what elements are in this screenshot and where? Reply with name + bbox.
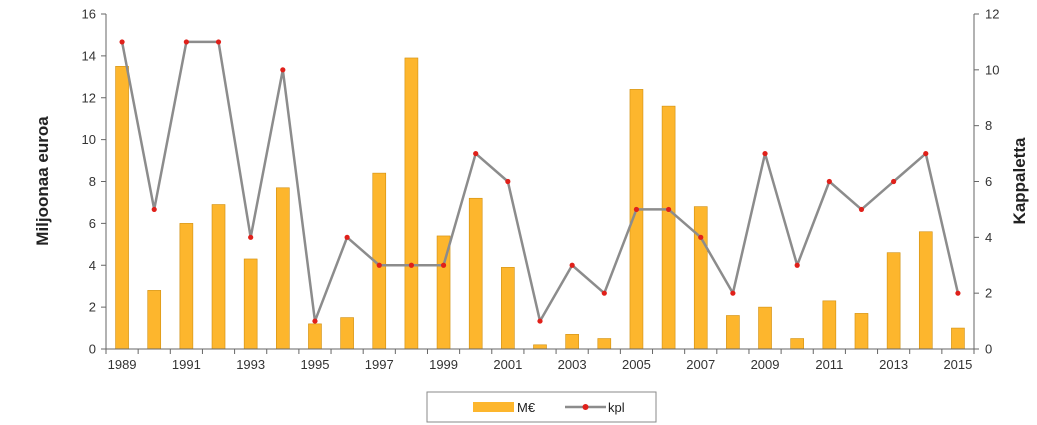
bar-2002 [533,344,547,350]
line-point-1999 [440,262,447,268]
line-point-2015 [955,290,961,296]
x-axis-ticks: 1989 1991 1993 1995 1997 1999 2001 2003 2005 2007… [105,349,975,372]
line-point-2004 [601,290,607,296]
bar-2015 [951,327,965,350]
line-point-1990 [151,206,157,213]
line-point-1993 [248,234,254,240]
bar-2012 [854,313,869,350]
legend: M€ kpl [426,391,657,423]
x-tick-label: 2011 [815,357,843,372]
line-point-2006 [665,206,672,213]
line-point-2010 [794,262,800,268]
y2-tick-label: 10 [985,62,999,77]
bar-2000 [468,197,483,350]
y-tick-label: 6 [89,216,96,231]
x-tick-label: 2009 [751,357,780,372]
bar-2004 [597,338,612,350]
x-tick-label: 2015 [943,357,972,372]
bar-2013 [886,252,901,350]
line-point-2013 [891,178,897,185]
x-tick-label: 2007 [686,357,715,372]
bar-2001 [501,267,515,350]
line-point-1997 [376,262,382,268]
y-axis-title: Miljoonaa euroa [33,116,52,246]
bar-1998 [404,57,419,350]
legend-label-kpl: kpl [608,400,625,415]
bar-1995 [308,323,322,350]
x-tick-label: 1997 [365,357,394,372]
x-tick-label: 1993 [236,357,265,372]
x-tick-label: 1991 [172,357,201,372]
line-point-1994 [280,67,286,73]
legend-label-meur: M€ [517,400,536,415]
x-tick-label: 2013 [879,357,908,372]
line-series-kpl [119,39,961,324]
bar-1992 [211,204,226,350]
y2-tick-label: 0 [985,342,992,357]
y-tick-label: 16 [82,7,96,22]
line-point-1989 [119,39,125,45]
line-point-2011 [826,178,832,185]
line-point-2012 [858,206,865,213]
line-point-2000 [473,150,479,157]
line-point-1995 [312,318,318,324]
y-tick-label: 0 [89,342,96,357]
bar-1991 [179,223,194,350]
y-tick-label: 2 [89,300,96,315]
legend-box [426,391,657,423]
bar-2014 [918,231,933,350]
line-point-2009 [762,150,768,157]
line-point-1992 [215,39,222,45]
y2-tick-label: 2 [985,286,992,301]
line-point-1998 [408,262,415,268]
bar-2006 [661,105,676,350]
line-point-2008 [730,290,736,296]
x-tick-label: 2005 [622,357,651,372]
bar-2011 [822,300,837,350]
y-tick-label: 4 [89,258,96,273]
line-point-2005 [633,206,640,213]
bar-2003 [565,334,579,350]
bar-1996 [340,317,354,350]
line-point-2003 [569,262,575,268]
bar-1989 [115,66,129,350]
right-axis-ticks: 0 2 4 6 8 10 12 [974,7,999,357]
y2-tick-label: 6 [985,174,992,189]
line-point-1996 [344,234,350,240]
x-tick-label: 1995 [301,357,330,372]
bar-1990 [147,290,162,350]
line-point-1991 [183,39,189,45]
axes [105,14,975,350]
x-tick-label: 2001 [493,357,522,372]
left-axis-ticks: 0 2 4 6 8 10 12 14 16 [82,7,106,357]
bar-1994 [276,187,290,350]
y-tick-label: 12 [82,90,96,105]
bar-2010 [790,338,804,350]
x-tick-label: 1999 [429,357,458,372]
bar-2009 [758,306,772,350]
y-tick-label: 8 [89,174,96,189]
legend-swatch-kpl-marker [582,404,589,410]
y-tick-label: 14 [82,48,96,63]
y2-axis-title: Kappaletta [1010,137,1029,224]
bar-2007 [693,206,708,350]
y2-tick-label: 12 [985,7,999,22]
line-point-2007 [698,234,704,240]
y2-tick-label: 4 [985,230,992,245]
x-tick-label: 2003 [558,357,587,372]
x-tick-label: 1989 [108,357,137,372]
legend-swatch-meur [473,402,514,412]
bar-series-meur [115,57,965,350]
bar-1993 [243,258,258,350]
bar-2008 [726,315,740,350]
line-point-2002 [537,318,543,324]
y2-tick-label: 8 [985,118,992,133]
line-point-2014 [923,150,929,157]
line-point-2001 [505,178,511,185]
y-tick-label: 10 [82,132,96,147]
